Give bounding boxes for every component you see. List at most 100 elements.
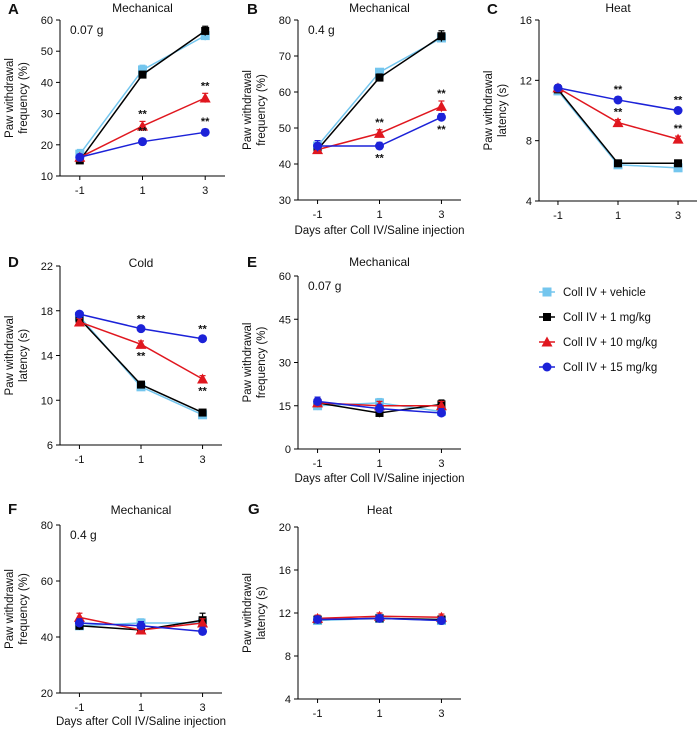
panel-a: A Mechanical 0.07 g 10 20 30 40 50 60 -1 1 3 Paw wit…	[4, 1, 225, 197]
panel-label: A	[8, 1, 19, 18]
y-axis-label: Paw withdrawal latency (s)	[483, 71, 509, 151]
data-point	[138, 70, 147, 79]
data-point	[73, 316, 85, 327]
significance-marker: **	[614, 84, 623, 96]
legend-entry-1: Coll IV + vehicle	[539, 287, 646, 299]
data-point	[201, 26, 210, 35]
data-point	[198, 334, 208, 344]
data-point	[313, 141, 323, 151]
legend-marker	[543, 313, 551, 321]
x-tick-label: -1	[75, 185, 85, 197]
y-tick-label: 8	[526, 136, 532, 148]
y-tick-label: 80	[279, 15, 291, 27]
panel-b: B Mechanical 0.4 g 30 40 50 60 70 80 -1 1 3 Paw with…	[242, 1, 465, 237]
y-tick-label: 50	[41, 46, 53, 58]
x-tick-label: 3	[199, 702, 205, 714]
data-point	[435, 100, 447, 111]
data-point	[672, 133, 684, 144]
y-axis-label: Paw withdrawal latency (s)	[242, 573, 268, 653]
legend: Coll IV + vehicle Coll IV + 1 mg/kg Coll I…	[539, 287, 657, 374]
x-tick-label: 3	[438, 708, 444, 720]
y-tick-label: 12	[279, 608, 291, 620]
legend-marker	[541, 336, 553, 347]
legend-label: Coll IV + 10 mg/kg	[563, 337, 657, 349]
x-tick-label: -1	[313, 209, 323, 221]
x-tick-label: -1	[75, 454, 85, 466]
significance-marker: **	[674, 94, 683, 106]
data-point	[197, 617, 209, 628]
data-point	[374, 127, 385, 138]
significance-marker: **	[137, 313, 146, 325]
series-4	[313, 396, 446, 418]
data-point	[136, 324, 146, 334]
x-tick-label: 3	[675, 210, 681, 222]
x-tick-label: -1	[313, 708, 323, 720]
y-axis-label: Paw withdrawal frequency (%)	[4, 58, 30, 138]
panel-d: D Cold 6 10 14 18 22 -1 1 3 Paw withdrawal latency …	[4, 254, 222, 466]
data-point	[674, 159, 683, 168]
y-tick-label: 14	[41, 351, 53, 363]
y-axis-label-line1: Paw withdrawal	[242, 573, 254, 653]
y-axis-label-line2: frequency (%)	[256, 327, 268, 399]
x-tick-label: 1	[376, 708, 382, 720]
data-point	[198, 408, 207, 417]
y-tick-label: 60	[41, 576, 53, 588]
x-tick-label: 1	[615, 210, 621, 222]
y-tick-label: 30	[279, 358, 291, 370]
y-axis-label-line1: Paw withdrawal	[242, 323, 254, 403]
y-tick-label: 18	[41, 306, 53, 318]
significance-marker: **	[138, 126, 147, 138]
y-tick-label: 16	[520, 15, 532, 27]
y-tick-label: 4	[285, 694, 291, 706]
data-point	[612, 117, 624, 128]
series-4: ** **	[74, 309, 208, 344]
y-axis-label: Paw withdrawal frequency (%)	[4, 569, 30, 649]
significance-marker: **	[437, 88, 446, 100]
data-point	[200, 127, 210, 137]
significance-marker: **	[198, 323, 207, 335]
y-axis-label-line2: frequency (%)	[256, 74, 268, 146]
x-tick-label: -1	[553, 210, 563, 222]
significance-marker: **	[375, 153, 384, 165]
y-axis-label: Paw withdrawal latency (s)	[4, 316, 30, 396]
data-point	[138, 65, 147, 75]
data-point	[553, 83, 563, 93]
series-4: ** **	[313, 112, 446, 165]
y-axis-label-line1: Paw withdrawal	[483, 71, 495, 151]
y-tick-label: 20	[41, 140, 53, 152]
y-tick-label: 20	[41, 688, 53, 700]
data-point	[197, 373, 209, 384]
legend-label: Coll IV + 1 mg/kg	[563, 312, 651, 324]
legend-entry-2: Coll IV + 1 mg/kg	[539, 312, 651, 324]
significance-marker: **	[198, 385, 207, 397]
y-tick-label: 45	[279, 314, 291, 326]
y-axis-label-line1: Paw withdrawal	[4, 58, 16, 138]
panel-title: Mechanical	[349, 1, 410, 15]
significance-marker: **	[137, 351, 146, 363]
significance-marker: **	[138, 108, 147, 120]
x-tick-label: 1	[138, 702, 144, 714]
y-tick-label: 60	[279, 271, 291, 283]
significance-marker: **	[201, 116, 210, 128]
panel-title: Cold	[129, 256, 154, 270]
y-axis-label-line2: latency (s)	[256, 586, 268, 639]
legend-entry-3: Coll IV + 10 mg/kg	[539, 336, 657, 349]
panel-note: 0.07 g	[308, 279, 341, 293]
x-axis-label: Days after Coll IV/Saline injection	[294, 225, 464, 237]
data-point	[74, 309, 84, 319]
series-4: ** **	[553, 83, 683, 115]
panel-note: 0.07 g	[70, 23, 103, 37]
panel-label: E	[247, 254, 257, 271]
panel-title: Mechanical	[112, 1, 173, 15]
data-point	[138, 137, 147, 147]
data-point	[74, 618, 84, 628]
y-axis-label: Paw withdrawal frequency (%)	[242, 323, 268, 403]
x-tick-label: -1	[75, 702, 85, 714]
significance-marker: **	[614, 107, 623, 119]
y-tick-label: 20	[279, 522, 291, 534]
y-tick-label: 40	[279, 159, 291, 171]
series-3: ** **	[74, 80, 211, 162]
data-point	[198, 626, 208, 636]
x-axis-label: Days after Coll IV/Saline injection	[294, 473, 464, 485]
y-axis-label-line2: frequency (%)	[18, 573, 30, 645]
